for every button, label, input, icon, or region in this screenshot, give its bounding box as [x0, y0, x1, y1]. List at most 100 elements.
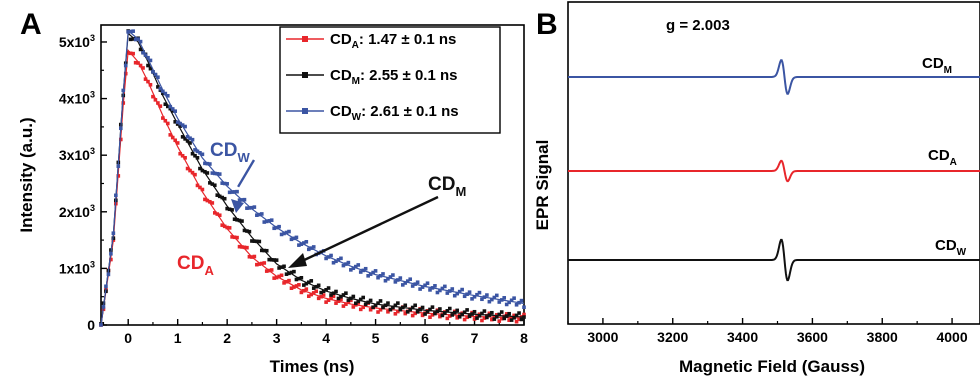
- data-point: [198, 166, 202, 171]
- data-point: [507, 318, 511, 322]
- data-point: [522, 315, 526, 319]
- data-point: [208, 199, 212, 204]
- data-point: [405, 279, 410, 283]
- data-point: [141, 66, 145, 70]
- data-point: [351, 305, 356, 309]
- data-point: [200, 187, 205, 192]
- x-tick-label: 3800: [867, 329, 898, 345]
- plot-a-x-axis-title: Times (ns): [270, 357, 355, 376]
- data-point: [487, 299, 492, 304]
- data-point: [180, 123, 185, 127]
- data-point: [467, 314, 472, 319]
- data-point: [259, 261, 264, 266]
- data-point: [195, 149, 200, 154]
- data-point: [376, 301, 380, 305]
- data-point: [487, 311, 492, 316]
- data-point: [514, 302, 519, 307]
- data-point: [173, 109, 178, 113]
- data-point: [329, 293, 333, 297]
- data-point: [514, 319, 519, 324]
- data-point: [304, 287, 309, 291]
- data-point: [398, 276, 403, 280]
- data-point: [143, 53, 148, 58]
- data-point: [297, 276, 301, 281]
- data-point: [306, 280, 311, 285]
- data-point: [465, 308, 469, 312]
- data-point: [188, 141, 192, 145]
- annotation-cd-m: CDM: [428, 174, 466, 199]
- data-point: [287, 271, 291, 276]
- panel-a-letter: A: [20, 8, 42, 41]
- data-point: [517, 300, 521, 305]
- data-point: [356, 263, 361, 267]
- data-point: [346, 260, 351, 265]
- y-tick-label: 2x103: [59, 203, 95, 220]
- data-point: [183, 137, 187, 141]
- data-point: [428, 315, 432, 319]
- data-point: [452, 293, 457, 298]
- panel-b: B 3000 3200 3400 3600 3800 4000 Magnetic Fiel…: [533, 1, 980, 376]
- data-point: [272, 226, 276, 231]
- data-point: [435, 309, 440, 314]
- data-point: [378, 307, 383, 312]
- data-point: [215, 212, 220, 216]
- data-point: [123, 71, 128, 76]
- data-point: [381, 305, 385, 310]
- data-point: [262, 220, 267, 224]
- data-point: [447, 306, 452, 311]
- data-point: [143, 77, 148, 81]
- data-point: [309, 246, 314, 250]
- g-value-annotation: g = 2.003: [666, 17, 730, 34]
- data-point: [329, 253, 333, 258]
- data-point: [128, 29, 133, 34]
- data-point: [264, 269, 269, 273]
- data-point: [467, 290, 472, 294]
- data-point: [450, 313, 455, 317]
- data-point: [222, 196, 227, 201]
- data-point: [148, 82, 153, 87]
- data-point: [425, 309, 430, 314]
- data-point: [400, 283, 405, 287]
- epr-trace-cd-w: [568, 238, 980, 282]
- y-tick-label-base: 1x10: [59, 260, 90, 276]
- y-tick-label: 1x103: [59, 259, 95, 276]
- series-label-cd-w-subscript: W: [957, 247, 967, 258]
- y-tick-label: 4x103: [59, 90, 95, 107]
- data-point: [445, 316, 450, 321]
- data-point: [250, 205, 254, 210]
- legend-label: CDW: 2.61 ± 0.1 ns: [330, 103, 459, 123]
- data-point: [497, 319, 502, 323]
- data-point: [193, 148, 197, 152]
- data-point: [212, 183, 217, 188]
- data-point: [311, 245, 316, 249]
- data-point: [126, 51, 131, 55]
- data-point: [215, 171, 220, 176]
- data-point: [452, 310, 457, 315]
- data-point: [227, 226, 232, 230]
- y-tick-label-base: 4x10: [59, 91, 90, 107]
- data-point: [393, 303, 398, 308]
- data-point: [388, 275, 393, 279]
- data-point: [237, 244, 242, 249]
- data-point: [326, 286, 331, 290]
- data-point: [284, 230, 289, 235]
- data-point: [168, 106, 173, 111]
- data-point: [267, 218, 272, 223]
- data-point: [269, 218, 274, 222]
- data-point: [205, 161, 210, 166]
- y-tick-label-exponent: 3: [90, 90, 95, 100]
- data-point: [455, 308, 460, 313]
- data-point: [165, 121, 170, 126]
- data-point: [512, 313, 516, 318]
- data-point: [438, 288, 442, 293]
- data-point: [121, 101, 126, 105]
- data-point: [306, 247, 311, 252]
- legend-label-text: CD: [330, 103, 352, 120]
- legend-label-subscript: A: [352, 40, 359, 51]
- plot-b-series: [568, 59, 980, 282]
- y-tick-label-base: 5x10: [59, 34, 90, 50]
- data-point: [269, 268, 274, 272]
